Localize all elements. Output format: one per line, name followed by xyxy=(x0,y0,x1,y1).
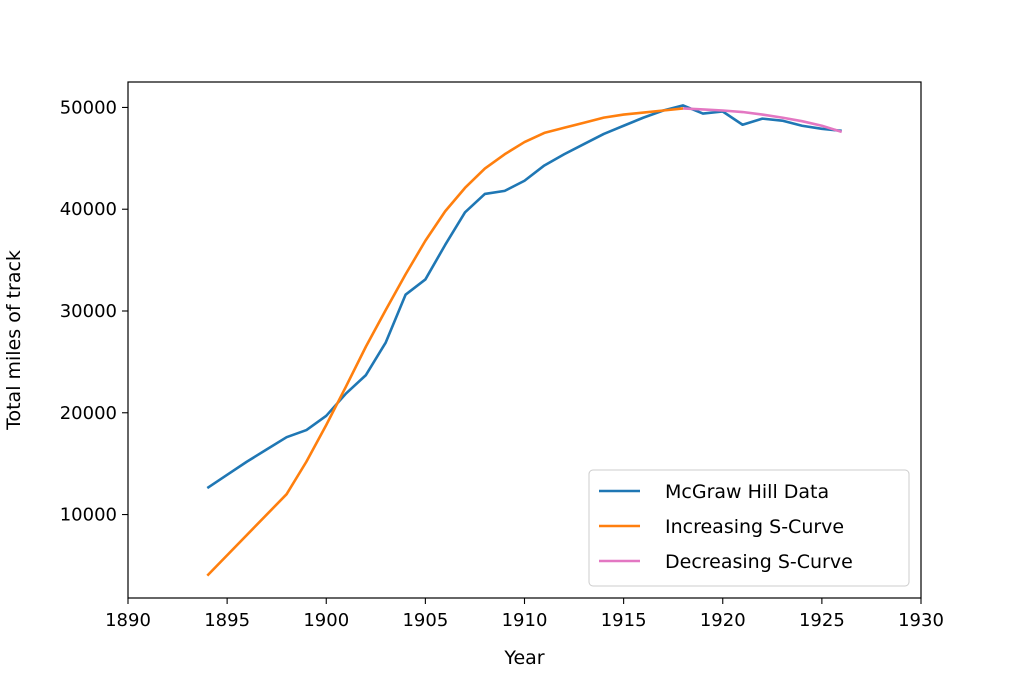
y-axis-title: Total miles of track xyxy=(3,250,25,431)
x-tick-label: 1930 xyxy=(898,610,944,631)
x-tick-label: 1890 xyxy=(105,610,151,631)
x-tick-label: 1900 xyxy=(303,610,349,631)
y-tick-label: 20000 xyxy=(60,403,117,424)
x-tick-label: 1920 xyxy=(700,610,746,631)
series-line-0 xyxy=(206,104,842,490)
legend-frame xyxy=(588,469,910,587)
x-tick-label: 1915 xyxy=(601,610,647,631)
series-layer xyxy=(206,104,843,577)
legend: McGraw Hill Data Increasing S-Curve Decrea… xyxy=(588,469,910,587)
y-tick-label: 30000 xyxy=(60,301,117,322)
x-tick-label: 1895 xyxy=(204,610,250,631)
y-tick-label: 50000 xyxy=(60,97,117,118)
x-tick-label: 1910 xyxy=(502,610,548,631)
x-axis-title: Year xyxy=(503,647,544,669)
x-tick-label: 1925 xyxy=(799,610,845,631)
y-tick-label: 10000 xyxy=(60,505,117,526)
x-axis: 1890 1895 1900 1905 1910 1915 1920 1925 1930 xyxy=(105,598,944,631)
legend-label-2: Decreasing S-Curve xyxy=(665,551,853,573)
series-line-1 xyxy=(206,107,684,577)
x-tick-label: 1905 xyxy=(402,610,448,631)
y-tick-label: 40000 xyxy=(60,199,117,220)
legend-label-1: Increasing S-Curve xyxy=(665,516,844,538)
y-axis: 10000 20000 30000 40000 50000 xyxy=(60,97,128,526)
series-line-2 xyxy=(683,107,843,134)
legend-label-0: McGraw Hill Data xyxy=(665,481,829,503)
